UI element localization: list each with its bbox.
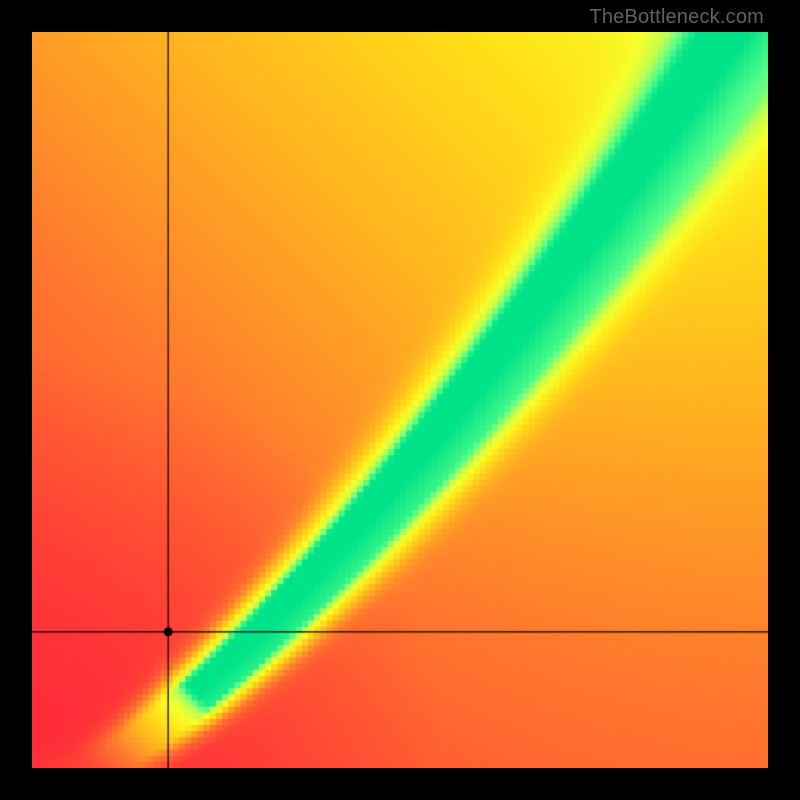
bottleneck-heatmap xyxy=(32,32,768,768)
chart-container: TheBottleneck.com xyxy=(0,0,800,800)
watermark-text: TheBottleneck.com xyxy=(589,6,764,29)
